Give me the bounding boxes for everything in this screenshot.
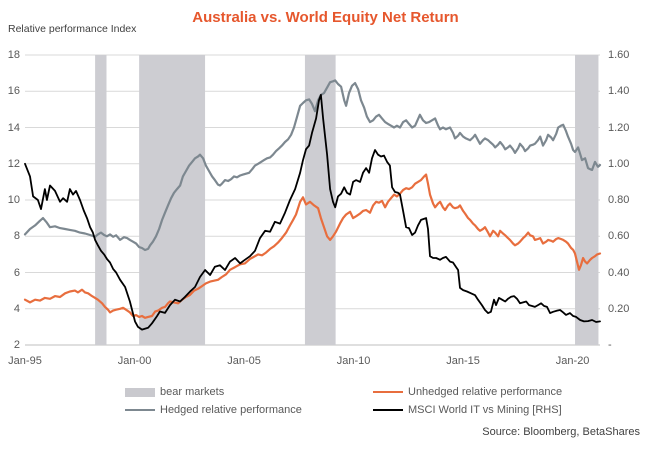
bear-market-band	[95, 55, 107, 345]
left-tick-label: 4	[13, 302, 20, 315]
bear-market-band	[139, 55, 206, 345]
unhedged-line-swatch	[373, 391, 403, 393]
left-tick-label: 10	[7, 194, 20, 206]
right-tick-label: 1.60	[608, 49, 630, 61]
x-tick-label: Jan-20	[555, 355, 590, 367]
right-tick-label: 1.40	[608, 85, 630, 98]
legend-item-hedged: Hedged relative performance	[125, 402, 302, 418]
right-tick-label: 1.20	[608, 121, 630, 134]
bear-market-band	[304, 55, 336, 345]
x-tick-label: Jan-10	[336, 355, 371, 367]
x-tick-label: Jan-95	[8, 355, 42, 367]
series-unhedged	[23, 173, 602, 319]
page-title: Australia vs. World Equity Net Return	[192, 9, 459, 26]
left-tick-label: 6	[13, 266, 20, 279]
bear-market-band	[575, 55, 599, 345]
right-tick-label: 0.60	[608, 230, 630, 243]
legend-item-bear-markets: bear markets	[125, 384, 224, 400]
right-tick-label: -	[608, 339, 612, 351]
x-tick-label: Jan-00	[117, 355, 152, 367]
x-tick-label: Jan-05	[227, 355, 261, 367]
msci-line-swatch	[373, 409, 403, 411]
right-tick-label: 0.40	[608, 266, 630, 279]
left-tick-label: 18	[7, 49, 20, 61]
legend-label: Unhedged relative performance	[408, 386, 563, 398]
legend-label: Hedged relative performance	[160, 404, 302, 416]
right-tick-label: 0.20	[608, 302, 630, 315]
bear-markets-swatch	[125, 387, 155, 397]
hedged-line-swatch	[125, 409, 155, 411]
x-tick-label: Jan-15	[446, 355, 480, 367]
left-tick-label: 12	[7, 157, 20, 170]
left-tick-label: 2	[13, 339, 20, 351]
left-axis-title: Relative performance Index	[8, 23, 137, 35]
left-tick-label: 16	[7, 85, 20, 98]
legend-item-msci: MSCI World IT vs Mining [RHS]	[373, 402, 562, 418]
left-tick-label: 8	[13, 230, 20, 243]
legend-label: MSCI World IT vs Mining [RHS]	[408, 404, 562, 416]
series-hedged	[23, 79, 602, 252]
left-tick-label: 14	[7, 121, 20, 134]
right-tick-label: 1.00	[608, 157, 630, 170]
series-msci	[24, 94, 601, 331]
source-note: Source: Bloomberg, BetaShares	[482, 426, 640, 438]
right-tick-label: 0.80	[608, 194, 630, 206]
legend-label: bear markets	[160, 386, 225, 398]
legend-item-unhedged: Unhedged relative performance	[373, 384, 562, 400]
